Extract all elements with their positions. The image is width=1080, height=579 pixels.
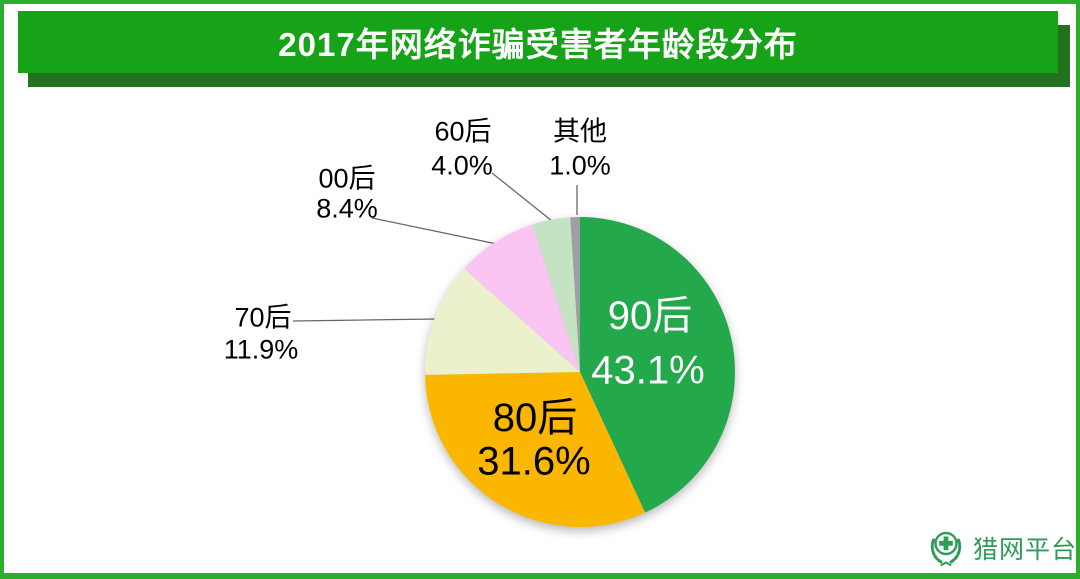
slice-label-00s: 00后 — [318, 163, 376, 194]
title-banner: 2017年网络诈骗受害者年龄段分布 — [18, 11, 1058, 73]
pie-slice-60后 — [532, 217, 580, 372]
leader-lines — [292, 172, 578, 322]
leader-line-00s — [371, 217, 498, 245]
slice-value-80s: 31.6% — [477, 439, 591, 484]
leader-line-70s — [292, 318, 438, 322]
leader-line-60s — [491, 172, 553, 222]
slice-value-00s: 8.4% — [316, 193, 378, 224]
slice-label-80s: 80后 — [492, 396, 578, 440]
brand-name: 猎网平台 — [973, 536, 1078, 564]
pie-slices — [425, 217, 735, 527]
pie-slice-70后 — [425, 268, 580, 375]
slice-label-60s: 60后 — [434, 116, 492, 147]
page-title: 2017年网络诈骗受害者年龄段分布 — [278, 26, 798, 63]
pie-slice-其他 — [570, 217, 580, 372]
slice-label-90s: 90后 — [607, 294, 693, 338]
slice-label-70s: 70后 — [234, 302, 292, 333]
slice-value-other: 1.0% — [549, 150, 611, 181]
pie-slice-80后 — [425, 372, 646, 527]
slice-value-60s: 4.0% — [431, 150, 493, 181]
laurel-cross-icon — [930, 531, 962, 566]
brand-logo: 猎网平台 — [926, 526, 1077, 570]
slice-label-other: 其他 — [553, 116, 607, 147]
pie-slice-90后 — [580, 217, 735, 513]
slice-value-90s: 43.1% — [591, 348, 705, 393]
pie-slice-00后 — [464, 224, 580, 372]
slice-value-70s: 11.9% — [223, 334, 299, 365]
